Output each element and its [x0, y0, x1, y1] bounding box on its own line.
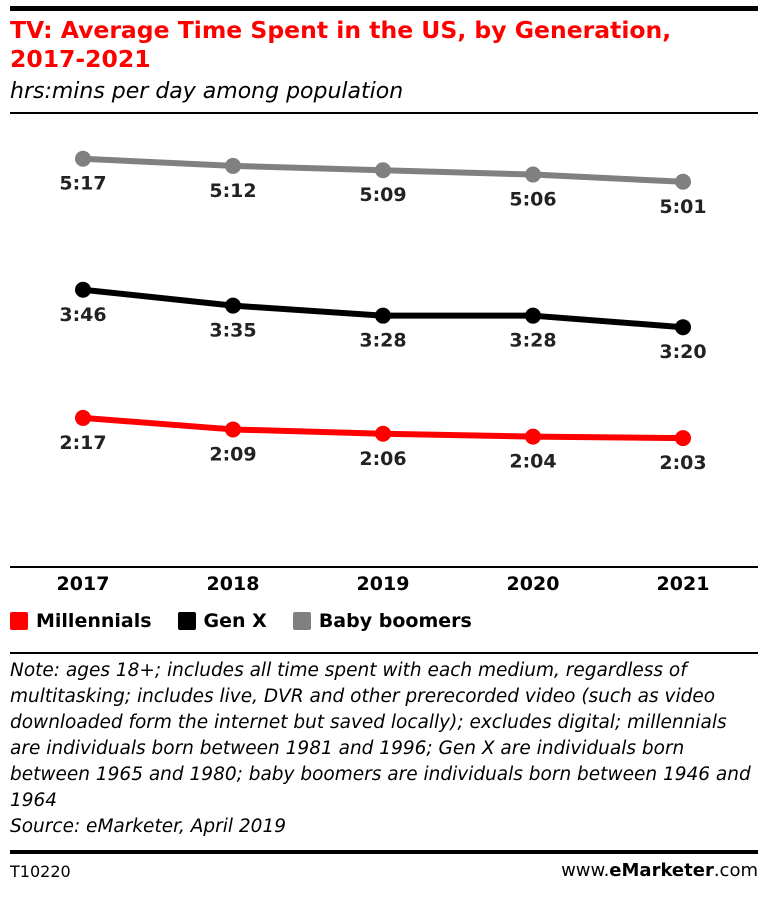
series-layer: 5:17 5:12 5:09 5:06 5:01 3:46 3:35 3:28 3:28 3:20… [59, 150, 707, 474]
legend-swatch-baby-boomers [292, 612, 311, 630]
footer-rule [10, 850, 758, 854]
data-point-baby-boomers-2019 [375, 162, 391, 179]
x-axis-ticks: 2017 2018 2019 2020 2021 [57, 573, 710, 595]
top-rule [10, 6, 758, 11]
data-point-baby-boomers-2020 [525, 166, 541, 183]
data-label-baby-boomers-2019: 5:09 [359, 184, 406, 206]
chart-title: TV: Average Time Spent in the US, by Gen… [10, 16, 672, 73]
brand-suffix: .com [713, 860, 758, 881]
series-millennials: 2:17 2:09 2:06 2:04 2:03 [59, 409, 707, 474]
legend-swatch-gen-x [177, 612, 196, 630]
data-label-gen-x-2018: 3:35 [209, 320, 256, 342]
data-point-gen-x-2020 [525, 307, 541, 324]
data-label-millennials-2018: 2:09 [209, 443, 256, 465]
data-label-millennials-2020: 2:04 [509, 451, 556, 473]
brand-prefix: www. [561, 860, 610, 881]
legend-label-baby-boomers: Baby boomers [318, 610, 472, 632]
data-point-baby-boomers-2021 [675, 173, 691, 190]
source-text: Source: eMarketer, April 2019 [10, 816, 286, 837]
data-point-millennials-2017 [75, 409, 91, 426]
data-label-gen-x-2020: 3:28 [509, 330, 556, 352]
legend-swatch-millennials [10, 612, 28, 630]
data-label-millennials-2019: 2:06 [359, 448, 406, 470]
notes-block: Note: ages 18+; includes all time spent … [10, 658, 760, 840]
chart-subtitle: hrs:mins per day among population [10, 79, 404, 104]
series-baby-boomers: 5:17 5:12 5:09 5:06 5:01 [59, 150, 707, 218]
legend-item-gen-x: Gen X [177, 610, 267, 632]
data-point-millennials-2018 [225, 421, 241, 438]
chart-id: T10220 [10, 862, 71, 881]
data-point-millennials-2021 [675, 430, 691, 447]
data-label-millennials-2017: 2:17 [59, 432, 106, 454]
data-label-baby-boomers-2017: 5:17 [59, 173, 106, 195]
legend-item-baby-boomers: Baby boomers [292, 610, 472, 632]
legend-label-gen-x: Gen X [203, 610, 267, 632]
data-label-baby-boomers-2020: 5:06 [509, 189, 556, 211]
x-tick-2020: 2020 [507, 573, 560, 595]
x-tick-2021: 2021 [657, 573, 710, 595]
data-point-millennials-2020 [525, 428, 541, 445]
brand-link[interactable]: www.eMarketer.com [561, 860, 758, 881]
data-point-gen-x-2019 [375, 307, 391, 324]
line-chart: 5:17 5:12 5:09 5:06 5:01 3:46 3:35 3:28 3:28 3:20… [10, 150, 758, 595]
note-text: Note: ages 18+; includes all time spent … [10, 660, 751, 811]
data-label-gen-x-2017: 3:46 [59, 304, 106, 326]
data-label-gen-x-2019: 3:28 [359, 330, 406, 352]
data-label-baby-boomers-2018: 5:12 [209, 180, 256, 202]
legend-item-millennials: Millennials [10, 610, 152, 632]
legend-label-millennials: Millennials [36, 610, 152, 632]
x-tick-2017: 2017 [57, 573, 110, 595]
x-tick-2018: 2018 [207, 573, 260, 595]
legend: Millennials Gen X Baby boomers [10, 610, 498, 632]
data-label-millennials-2021: 2:03 [659, 452, 706, 474]
brand-name: eMarketer [609, 860, 714, 881]
data-point-baby-boomers-2018 [225, 157, 241, 174]
data-point-baby-boomers-2017 [75, 150, 91, 167]
series-gen-x: 3:46 3:35 3:28 3:28 3:20 [59, 281, 707, 363]
x-tick-2019: 2019 [357, 573, 410, 595]
data-point-gen-x-2017 [75, 281, 91, 298]
data-point-gen-x-2021 [675, 319, 691, 336]
data-label-gen-x-2021: 3:20 [659, 341, 706, 363]
data-point-gen-x-2018 [225, 297, 241, 314]
note-rule [10, 652, 758, 654]
data-point-millennials-2019 [375, 425, 391, 442]
data-label-baby-boomers-2021: 5:01 [659, 196, 706, 218]
header-rule [10, 112, 758, 114]
